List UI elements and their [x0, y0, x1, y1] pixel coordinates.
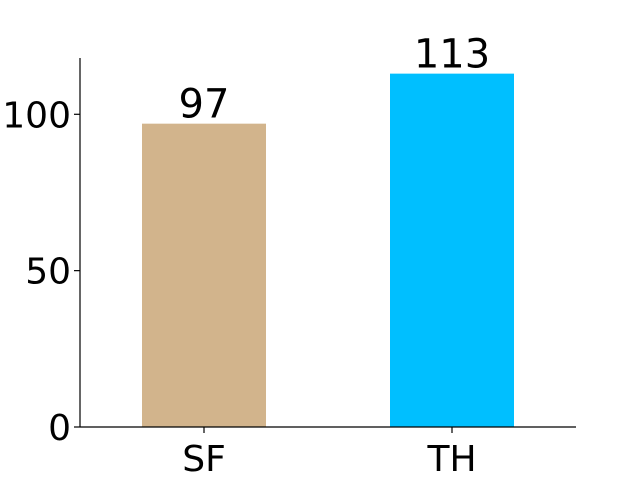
data-label-th: 113 [414, 32, 490, 78]
x-tick-label: SF [182, 439, 226, 480]
x-axis-ticks: SF TH [182, 427, 477, 480]
data-label-sf: 97 [179, 82, 230, 128]
x-tick-label: TH [426, 439, 476, 480]
bars [142, 73, 514, 427]
data-labels: 97 113 [179, 32, 491, 128]
y-axis-ticks: 0 50 100 [2, 95, 80, 449]
y-tick-label: 100 [2, 95, 71, 136]
y-tick-label: 50 [25, 252, 71, 293]
bar-th [390, 73, 514, 427]
bar-sf [142, 123, 266, 427]
y-tick-label: 0 [48, 408, 71, 449]
